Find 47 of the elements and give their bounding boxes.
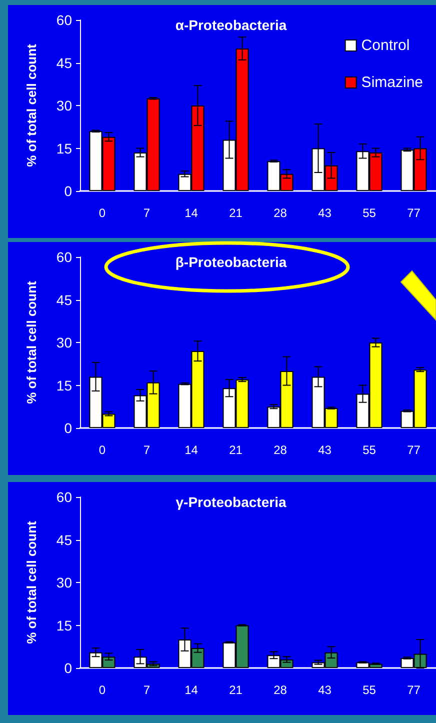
x-tick-label: 28	[274, 443, 288, 457]
y-tick-label: 0	[64, 183, 72, 199]
y-tick-label: 45	[56, 532, 72, 548]
x-tick-label: 0	[98, 206, 106, 220]
x-tick-label: 14	[184, 683, 198, 697]
y-tick-label: 60	[56, 489, 72, 505]
x-tick-label: 21	[229, 443, 243, 457]
y-tick-label: 60	[56, 12, 72, 28]
x-tick-label: 55	[362, 683, 376, 697]
x-tick-label: 14	[184, 206, 198, 220]
x-tick-label: 77	[407, 206, 421, 220]
legend-label: Control	[361, 37, 410, 54]
chart-title: β-Proteobacteria	[175, 254, 287, 270]
y-axis-title: % of total cell count	[24, 280, 39, 404]
y-tick-label: 0	[64, 660, 72, 676]
x-tick-label: 7	[143, 443, 150, 457]
x-tick-label: 7	[143, 683, 150, 697]
x-tick-label: 7	[143, 206, 150, 220]
x-tick-label: 77	[407, 443, 421, 457]
x-tick-label: 43	[318, 443, 332, 457]
y-tick-label: 60	[56, 249, 72, 265]
x-tick-label: 28	[274, 683, 288, 697]
y-axis-title: % of total cell count	[24, 43, 39, 167]
y-tick-label: 0	[64, 420, 72, 436]
y-tick-label: 45	[56, 292, 72, 308]
x-tick-label: 43	[318, 683, 332, 697]
y-tick-label: 15	[56, 140, 72, 156]
chart-title: α-Proteobacteria	[175, 17, 287, 33]
x-tick-label: 28	[274, 206, 288, 220]
x-tick-label: 55	[362, 443, 376, 457]
y-tick-label: 15	[56, 377, 72, 394]
x-tick-label: 77	[407, 683, 421, 697]
y-tick-label: 45	[56, 54, 72, 71]
x-tick-label: 0	[98, 443, 106, 457]
y-tick-label: 30	[56, 334, 72, 350]
y-tick-label: 30	[56, 98, 72, 114]
y-tick-label: 30	[56, 574, 72, 590]
x-tick-label: 43	[318, 206, 332, 220]
x-tick-label: 14	[184, 443, 198, 457]
x-tick-label: 21	[229, 683, 243, 697]
x-tick-label: 21	[229, 206, 243, 220]
x-tick-label: 0	[98, 683, 106, 697]
chart-title: γ-Proteobacteria	[176, 494, 286, 510]
legend-label: Simazine	[361, 74, 424, 91]
y-tick-label: 15	[56, 617, 72, 634]
x-tick-label: 55	[362, 206, 376, 220]
y-axis-title: % of total cell count	[24, 520, 39, 644]
